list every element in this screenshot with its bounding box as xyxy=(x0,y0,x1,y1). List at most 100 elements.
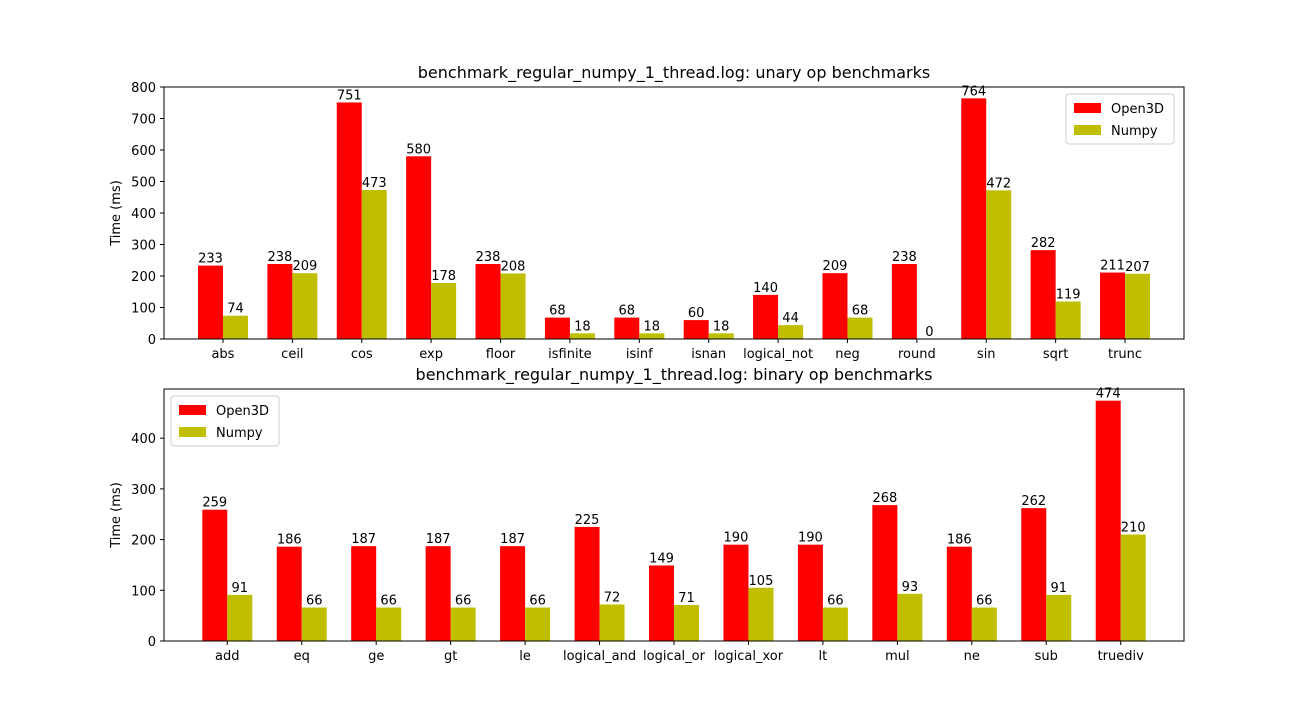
x-tick-label-round: round xyxy=(898,347,936,362)
bar-label-open3d-truediv: 474 xyxy=(1096,387,1121,402)
bar-open3d-mul xyxy=(872,505,898,641)
x-tick-label-logical_and: logical_and xyxy=(563,649,636,664)
bar-open3d-isfinite xyxy=(544,317,570,339)
bar-label-numpy-gt: 66 xyxy=(455,594,472,609)
bar-open3d-isinf xyxy=(614,317,640,339)
bar-numpy-floor xyxy=(500,273,526,339)
x-tick-label-isfinite: isfinite xyxy=(548,347,592,362)
y-axis-label: Time (ms) xyxy=(109,180,124,247)
bar-numpy-mul xyxy=(897,593,923,641)
bar-open3d-lt xyxy=(797,544,823,641)
bar-open3d-floor xyxy=(475,264,501,339)
bar-label-numpy-add: 91 xyxy=(232,581,249,596)
bar-open3d-cos xyxy=(336,102,362,339)
bar-label-open3d-sub: 262 xyxy=(1021,494,1046,509)
x-tick-label-add: add xyxy=(215,649,239,664)
bar-open3d-round xyxy=(891,264,917,339)
x-tick-label-exp: exp xyxy=(419,347,443,362)
x-tick-label-sub: sub xyxy=(1035,649,1058,664)
bar-numpy-gt xyxy=(450,607,476,641)
x-tick-label-sqrt: sqrt xyxy=(1043,347,1068,362)
bar-label-open3d-ge: 187 xyxy=(351,532,376,547)
bar-open3d-sin xyxy=(961,98,987,339)
bar-label-open3d-add: 259 xyxy=(202,496,227,511)
x-tick-label-isnan: isnan xyxy=(691,347,726,362)
legend-swatch-numpy xyxy=(179,427,206,437)
bar-label-numpy-neg: 68 xyxy=(852,304,869,319)
chart-title: benchmark_regular_numpy_1_thread.log: un… xyxy=(418,63,930,83)
bar-numpy-truediv xyxy=(1120,534,1146,641)
bar-numpy-isnan xyxy=(708,333,734,339)
bar-open3d-neg xyxy=(822,273,848,339)
bar-numpy-lt xyxy=(822,607,848,641)
chart-2: benchmark_regular_numpy_1_thread.log: bi… xyxy=(109,365,1185,664)
bar-open3d-trunc xyxy=(1100,272,1126,339)
bar-label-numpy-ne: 66 xyxy=(976,594,993,609)
bar-open3d-sqrt xyxy=(1030,250,1056,339)
bar-open3d-add xyxy=(202,509,228,641)
bar-numpy-ge xyxy=(376,607,402,641)
x-tick-label-floor: floor xyxy=(486,347,516,362)
bar-label-open3d-logical_not: 140 xyxy=(753,281,778,296)
y-tick-label: 300 xyxy=(131,239,156,254)
legend-label-numpy: Numpy xyxy=(1111,124,1158,139)
bar-open3d-logical_and xyxy=(574,526,600,641)
bar-label-numpy-ge: 66 xyxy=(380,594,397,609)
legend-swatch-open3d xyxy=(1074,103,1101,113)
bar-label-open3d-logical_and: 225 xyxy=(575,513,600,528)
y-tick-label: 700 xyxy=(131,113,156,128)
bar-label-open3d-ne: 186 xyxy=(947,533,972,548)
chart-title: benchmark_regular_numpy_1_thread.log: bi… xyxy=(416,365,933,385)
bar-numpy-add xyxy=(227,594,253,641)
legend-label-open3d: Open3D xyxy=(216,404,269,419)
legend-label-open3d: Open3D xyxy=(1111,102,1164,117)
bar-label-open3d-lt: 190 xyxy=(798,531,823,546)
bar-open3d-ceil xyxy=(267,264,293,339)
bar-open3d-logical_xor xyxy=(723,544,749,641)
bar-label-numpy-ceil: 209 xyxy=(292,259,317,274)
y-tick-label: 500 xyxy=(131,176,156,191)
bar-label-open3d-sqrt: 282 xyxy=(1031,236,1056,251)
bar-label-open3d-sin: 764 xyxy=(961,84,986,99)
bar-open3d-ne xyxy=(946,546,972,641)
bar-label-open3d-isinf: 68 xyxy=(619,304,636,319)
bar-label-open3d-eq: 186 xyxy=(277,533,302,548)
bar-numpy-isfinite xyxy=(569,333,595,339)
bar-label-numpy-trunc: 207 xyxy=(1125,260,1150,275)
bar-numpy-neg xyxy=(847,317,873,339)
bar-label-numpy-le: 66 xyxy=(529,594,546,609)
y-tick-label: 200 xyxy=(131,270,156,285)
legend-label-numpy: Numpy xyxy=(216,426,263,441)
bar-label-numpy-isfinite: 18 xyxy=(574,319,591,334)
bar-open3d-abs xyxy=(197,265,223,339)
x-tick-label-sin: sin xyxy=(977,347,996,362)
y-tick-label: 800 xyxy=(131,81,156,96)
bar-numpy-exp xyxy=(431,282,457,339)
bar-open3d-eq xyxy=(276,546,302,641)
x-tick-label-lt: lt xyxy=(819,649,828,664)
bar-numpy-logical_or xyxy=(674,605,699,641)
bar-label-open3d-cos: 751 xyxy=(337,88,362,103)
bar-numpy-ceil xyxy=(292,273,318,339)
bar-label-open3d-mul: 268 xyxy=(872,491,897,506)
bar-label-open3d-le: 187 xyxy=(500,532,525,547)
bar-numpy-abs xyxy=(222,315,248,339)
y-tick-label: 600 xyxy=(131,144,156,159)
bar-open3d-logical_or xyxy=(649,565,674,641)
x-tick-label-neg: neg xyxy=(835,347,860,362)
bar-label-open3d-logical_or: 149 xyxy=(649,551,674,566)
bar-label-numpy-isnan: 18 xyxy=(713,319,730,334)
x-tick-label-le: le xyxy=(519,649,531,664)
x-tick-label-isinf: isinf xyxy=(626,347,653,362)
legend: Open3D Numpy xyxy=(1065,93,1175,145)
bar-numpy-trunc xyxy=(1125,273,1151,339)
legend-swatch-numpy xyxy=(1074,125,1101,135)
x-tick-label-eq: eq xyxy=(294,649,310,664)
x-tick-label-ne: ne xyxy=(964,649,980,664)
bar-label-numpy-abs: 74 xyxy=(227,302,244,317)
bar-label-open3d-ceil: 238 xyxy=(267,250,292,265)
bar-label-numpy-lt: 66 xyxy=(827,594,844,609)
bar-numpy-sub xyxy=(1046,594,1072,641)
bar-numpy-cos xyxy=(361,190,387,339)
y-axis-label: Time (ms) xyxy=(109,482,124,549)
